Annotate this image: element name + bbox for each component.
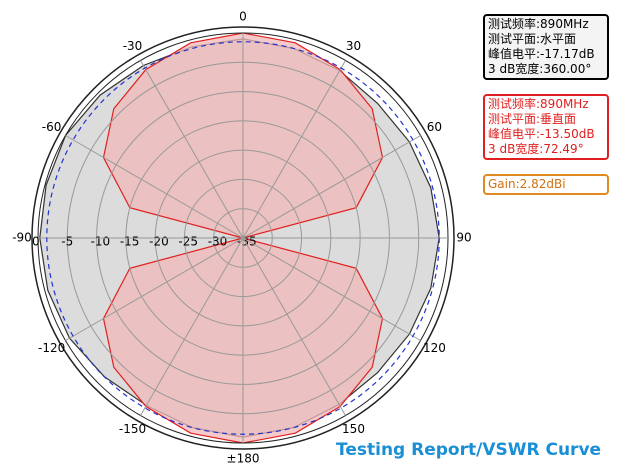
angle-label: 120 [423,341,446,355]
r-tick-label: -10 [91,235,111,249]
angle-label: 30 [346,39,361,53]
spoke [242,60,346,239]
angle-label: ±180 [227,452,260,466]
chart: 0 -5 -10 -15 -20 -25 -30 -350306090120150±180-1… [12,10,471,466]
angle-label: -120 [38,341,65,355]
angle-label: -150 [119,422,146,436]
info-line: 峰值电平:-17.17dB [488,47,595,61]
info-line: 3 dB宽度:360.00° [488,62,592,76]
angle-label: -30 [123,39,143,53]
spoke [65,237,244,341]
angle-label: -60 [42,120,62,134]
info-line: 测试频率:890MHz [488,97,589,111]
spoke [140,60,244,239]
info-box: 测试频率:890MHz 测试平面:水平面 峰值电平:-17.17dB 3 dB宽度:3… [483,14,609,80]
info-line: 峰值电平:-13.50dB [488,127,595,141]
angle-label: 0 [239,10,247,24]
spoke [65,135,244,239]
footer: Testing Report/VSWR Curve [336,440,602,460]
angle-label: -90 [12,231,32,245]
info-box: 测试频率:890MHz 测试平面:垂直面 峰值电平:-13.50dB 3 dB宽度:7… [483,94,609,160]
info-line: Gain:2.82dBi [488,177,566,191]
info-line: 测试平面:水平面 [488,32,577,46]
angle-label: 150 [342,422,365,436]
angle-label: 90 [456,231,471,245]
info-line: 3 dB宽度:72.49° [488,142,584,156]
spoke [140,237,244,416]
r-tick-label: -25 [178,235,198,249]
info-line: 测试频率:890MHz [488,17,589,31]
r-tick-label: 0 [32,235,40,249]
r-tick-label: -30 [208,235,228,249]
r-tick-label: -15 [120,235,140,249]
spoke [242,237,421,341]
angle-label: 60 [427,120,442,134]
info-box: Gain:2.82dBi [483,174,609,195]
ref-circle [46,41,440,435]
spoke [242,135,421,239]
r-tick-label: -5 [61,235,73,249]
spoke [242,237,346,416]
r-tick-label: -20 [149,235,169,249]
info-line: 测试平面:垂直面 [488,112,577,126]
